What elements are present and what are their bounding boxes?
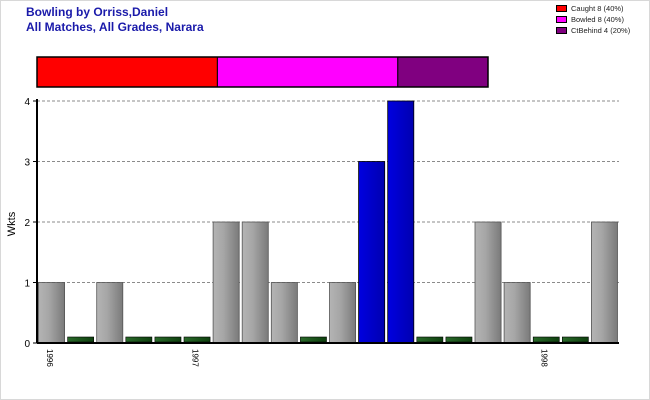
x-tick-label-1998: 1998 (540, 349, 549, 367)
bar-5 (183, 336, 211, 343)
y-tick-labels: 0 1 2 3 4 (24, 97, 37, 350)
bars (38, 100, 618, 344)
bar-9 (300, 336, 327, 343)
stacked-bar (36, 56, 489, 88)
legend-label-bowled: Bowled 8 (40%) (571, 15, 624, 24)
bar-13 (416, 336, 444, 343)
bar-19 (591, 221, 618, 344)
y-axis-label: Wkts (6, 211, 18, 236)
bar-10 (329, 282, 357, 344)
bar-2 (96, 282, 124, 344)
bar-8 (270, 282, 298, 344)
x-tick-label-1996: 1996 (45, 349, 54, 367)
legend-swatch-ctbehind (556, 27, 567, 34)
legend-label-ctbehind: CtBehind 4 (20%) (571, 26, 631, 35)
axes (36, 99, 619, 344)
bar-1 (67, 336, 94, 343)
stack-segment-bowled (216, 56, 399, 88)
gridlines (37, 100, 619, 283)
bar-11 (358, 161, 386, 344)
bar-16 (503, 282, 531, 344)
y-tick-label-2: 2 (24, 218, 30, 229)
bar-18 (561, 336, 589, 343)
stack-outline (36, 56, 489, 88)
stack-segment-caught (36, 56, 218, 88)
bar-17 (532, 336, 560, 343)
y-tick-label-3: 3 (24, 158, 30, 169)
legend-swatch-bowled (556, 16, 567, 23)
legend-swatch-caught (556, 5, 567, 12)
legend: Caught 8 (40%) Bowled 8 (40%) CtBehind 4… (554, 4, 640, 36)
x-tick-labels: 1996 1997 1998 (45, 349, 549, 367)
y-tick-label-1: 1 (24, 279, 30, 290)
chart-title: Bowling by Orriss,Daniel (26, 5, 169, 19)
legend-label-caught: Caught 8 (40%) (571, 4, 624, 13)
y-tick-label-4: 4 (24, 97, 30, 108)
chart-subtitle: All Matches, All Grades, Narara (26, 20, 204, 34)
bar-7 (241, 221, 269, 344)
bar-6 (212, 221, 240, 344)
stack-segment-ctbehind (397, 56, 489, 88)
bar-15 (474, 221, 502, 344)
bar-4 (154, 336, 182, 343)
bar-0 (38, 282, 66, 344)
bar-3 (125, 336, 153, 343)
bar-14 (445, 336, 473, 343)
bar-12 (387, 100, 415, 344)
y-tick-label-0: 0 (24, 339, 30, 350)
x-tick-label-1997: 1997 (191, 349, 200, 367)
